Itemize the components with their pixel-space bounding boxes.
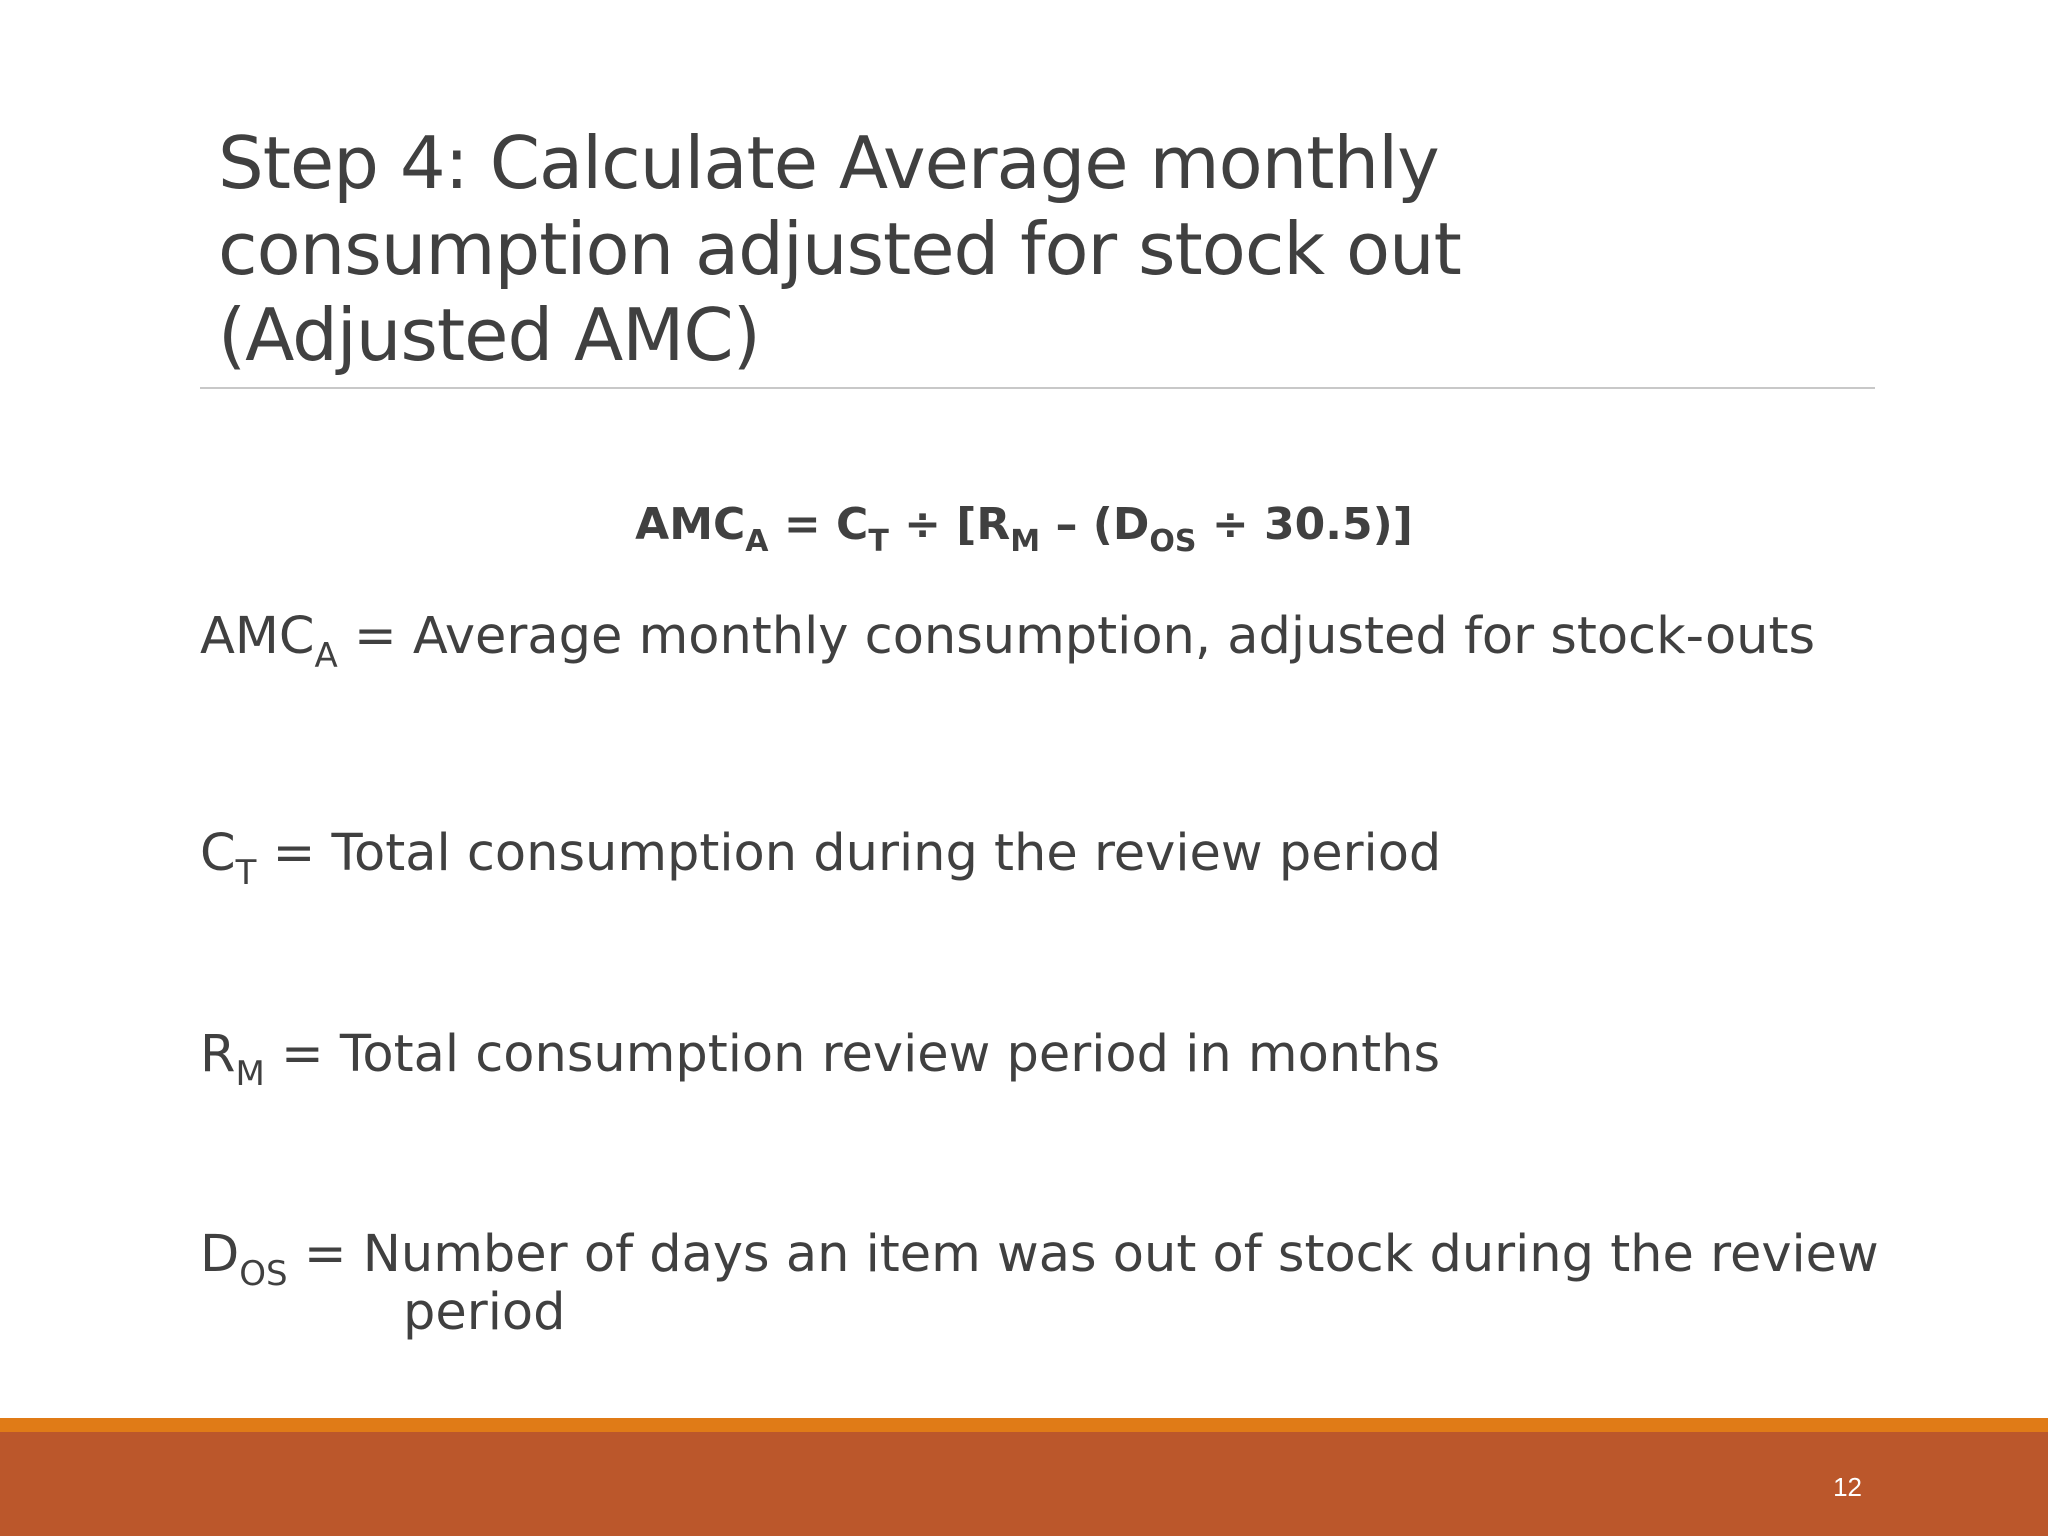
definition-rm-symbol: R (200, 1025, 236, 1084)
definition-dos: DOS = Number of days an item was out of … (200, 1226, 1879, 1342)
title-line-1: Step 4: Calculate Average monthly (218, 121, 1440, 205)
title-divider (200, 387, 1875, 389)
definition-ct-subscript: T (235, 853, 257, 893)
definition-amca-subscript: A (314, 636, 338, 676)
formula-dos-subscript: OS (1149, 524, 1197, 559)
formula-amc-subscript: A (745, 524, 769, 559)
formula: AMCA = CT ÷ [RM – (DOS ÷ 30.5)] (0, 485, 2048, 565)
definition-dos-continuation: period (403, 1283, 566, 1342)
formula-amc: AMC (635, 499, 746, 550)
formula-divide-rm: ÷ [R (888, 499, 1011, 550)
formula-rm-subscript: M (1010, 524, 1041, 559)
page-number: 12 (1833, 1472, 1862, 1502)
definition-dos-text: = Number of days an item was out of stoc… (287, 1225, 1879, 1284)
slide-title: Step 4: Calculate Average monthly consum… (218, 120, 1858, 378)
definition-dos-symbol: D (200, 1225, 240, 1284)
formula-ct-subscript: T (868, 524, 889, 559)
definition-rm-subscript: M (235, 1054, 265, 1094)
footer-accent-stripe (0, 1418, 2048, 1432)
footer-bar (0, 1432, 2048, 1536)
definition-amca-text: = Average monthly consumption, adjusted … (337, 607, 1816, 666)
formula-divide-constant: ÷ 30.5)] (1196, 499, 1413, 550)
definition-ct-symbol: C (200, 824, 236, 883)
title-line-3: (Adjusted AMC) (218, 293, 761, 377)
definition-dos-subscript: OS (239, 1254, 288, 1294)
title-line-2: consumption adjusted for stock out (218, 207, 1462, 291)
definition-rm: RM = Total consumption review period in … (200, 1025, 1441, 1092)
definition-amca-symbol: AMC (200, 607, 315, 666)
formula-minus-dos: – (D (1040, 499, 1150, 550)
definition-amca: AMCA = Average monthly consumption, adju… (200, 607, 1816, 674)
definition-ct: CT = Total consumption during the review… (200, 824, 1442, 891)
formula-equals-ct: = C (768, 499, 869, 550)
definition-ct-text: = Total consumption during the review pe… (256, 824, 1442, 883)
definition-rm-text: = Total consumption review period in mon… (264, 1025, 1441, 1084)
